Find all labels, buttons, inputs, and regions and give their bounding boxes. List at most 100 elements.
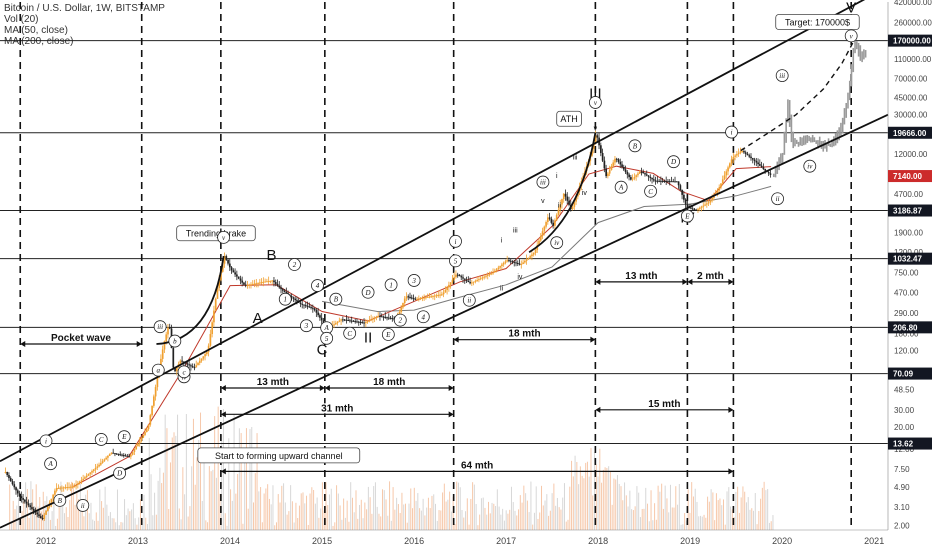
candle: [672, 181, 675, 183]
candle: [108, 454, 111, 456]
forecast-bar: [785, 118, 787, 143]
volume-bar: [744, 491, 746, 530]
volume-bar: [392, 487, 394, 530]
candle: [476, 279, 479, 281]
volume-bar: [549, 510, 551, 530]
duration-label: Pocket wave: [51, 333, 111, 344]
wave-circle-label: 4: [422, 313, 426, 321]
current-price-badge: [888, 170, 932, 183]
volume-bar: [127, 508, 129, 530]
x-tick-label: 2015: [312, 536, 332, 546]
volume-bar: [387, 515, 389, 530]
candle: [24, 499, 26, 502]
candle: [759, 164, 761, 166]
candle: [290, 296, 293, 298]
volume-bar: [286, 514, 288, 530]
candle: [605, 168, 608, 177]
candle: [87, 474, 90, 476]
volume-bar: [532, 524, 534, 530]
candle: [762, 167, 765, 170]
forecast-bar: [831, 139, 833, 148]
volume-bar: [738, 512, 740, 530]
volume-bar: [214, 416, 216, 530]
volume-bar: [609, 471, 611, 530]
wave-circle-label: 1: [284, 296, 288, 304]
wave-circle: [94, 433, 108, 446]
wave-circle: [117, 430, 131, 444]
sub-wave-label: iii: [513, 228, 518, 235]
volume-bar: [703, 514, 705, 530]
volume-bar: [443, 483, 445, 530]
candle: [743, 150, 745, 153]
volume-bar: [567, 519, 569, 530]
volume-bar: [482, 497, 484, 530]
volume-bar: [710, 489, 712, 530]
volume-bar: [124, 499, 126, 530]
candle: [663, 180, 666, 182]
wave-circle: [177, 365, 191, 379]
candle: [304, 305, 307, 307]
candle: [296, 300, 298, 302]
candle: [236, 274, 238, 277]
volume-bar: [740, 497, 742, 530]
candle: [451, 279, 454, 283]
candle: [145, 429, 148, 433]
volume-bar: [412, 508, 414, 530]
volume-bar: [685, 520, 687, 530]
volume-bar: [313, 489, 315, 530]
wave-circle-label: 2: [293, 261, 297, 269]
arrow-head: [220, 411, 226, 418]
volume-bar: [763, 481, 765, 530]
duration-label: 2 mth: [697, 271, 724, 282]
candle: [716, 190, 719, 193]
candle: [165, 334, 168, 342]
forecast-bar: [781, 152, 784, 164]
volume-bar: [85, 494, 87, 530]
y-tick-label: 470.00: [894, 288, 919, 297]
forecast-bar: [852, 47, 855, 73]
wave-circle: [614, 180, 628, 194]
duration-label-bg: [621, 270, 662, 281]
wave-circle-label: E: [385, 331, 391, 339]
candle: [16, 490, 19, 494]
volume-bar: [148, 437, 150, 530]
volume-bar: [721, 505, 723, 530]
volume-bar: [602, 469, 604, 530]
candle: [416, 298, 418, 300]
candle: [562, 193, 565, 200]
candle: [525, 259, 528, 261]
wave-circle: [384, 278, 398, 292]
forecast-bar: [843, 108, 846, 125]
arrow-head: [220, 468, 226, 475]
volume-bar: [761, 487, 763, 530]
volume-bar: [194, 484, 196, 530]
candle: [617, 159, 620, 162]
candle: [124, 455, 127, 457]
candle: [114, 453, 116, 455]
candle: [234, 272, 236, 275]
candle: [573, 201, 576, 207]
volume-bar: [385, 499, 387, 530]
volume-bar: [726, 491, 728, 530]
volume-bar: [122, 522, 124, 530]
candle: [306, 305, 309, 307]
callout-text: Start to forming upward channel: [215, 451, 343, 461]
candle: [377, 315, 380, 317]
duration-label-bg: [253, 376, 293, 387]
candle: [630, 177, 632, 180]
volume-bar: [132, 503, 134, 530]
volume-bar: [579, 466, 581, 530]
candle: [255, 283, 258, 285]
candle: [193, 367, 196, 369]
candle: [767, 172, 770, 174]
forecast-bar: [811, 134, 814, 143]
arrow-head: [682, 278, 688, 285]
volume-bar: [184, 494, 186, 530]
volume-bar: [558, 507, 560, 530]
volume-bar: [671, 507, 673, 530]
volume-bar: [397, 504, 399, 530]
volume-bar: [355, 490, 357, 530]
volume-bar: [611, 504, 613, 530]
volume-bar: [187, 516, 189, 530]
